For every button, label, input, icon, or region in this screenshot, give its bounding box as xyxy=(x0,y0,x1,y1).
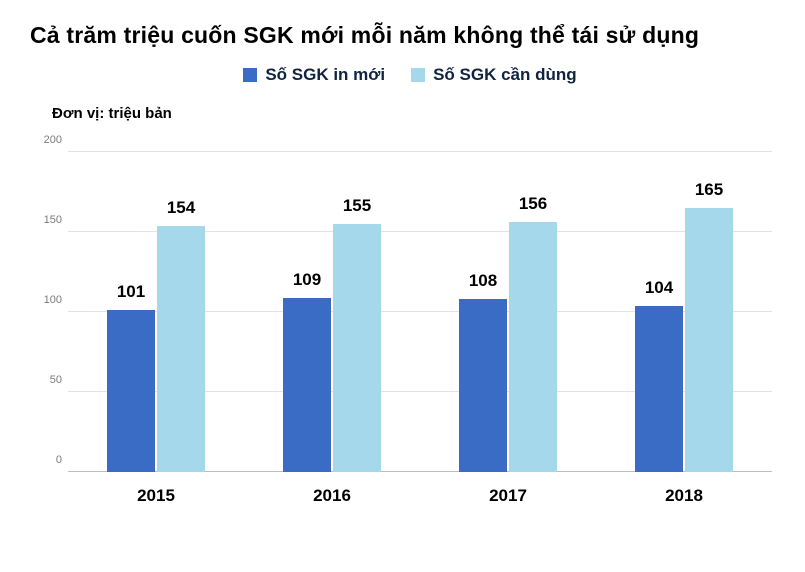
y-axis-tick-label: 0 xyxy=(55,454,62,466)
y-axis-tick-label: 50 xyxy=(49,374,62,386)
gridline xyxy=(68,471,772,472)
bar-value-label: 101 xyxy=(116,282,146,302)
bar-value-label: 109 xyxy=(292,269,322,289)
legend-label: Số SGK in mới xyxy=(265,65,386,84)
grouped-bar-chart: 0 50 100 150 200 101 154 109 155 108 156 104 165 201… xyxy=(30,134,790,506)
bar-value-label: 155 xyxy=(342,196,372,215)
legend-label: Số SGK cần dùng xyxy=(433,65,577,84)
gridline xyxy=(68,391,772,392)
bar xyxy=(685,208,733,472)
gridline xyxy=(68,311,772,312)
y-axis-tick-label: 100 xyxy=(43,294,62,306)
unit-label: Đơn vị: triệu bản xyxy=(52,105,172,122)
x-axis-labels: 2015 2016 2017 2018 xyxy=(68,486,772,506)
bar-value-label: 165 xyxy=(694,180,724,199)
legend-item: Số SGK cần dùng xyxy=(411,65,577,85)
bar xyxy=(333,224,381,472)
bar xyxy=(459,299,507,472)
chart-title: Cả trăm triệu cuốn SGK mới mỗi năm không… xyxy=(30,22,700,48)
x-axis-category-label: 2018 xyxy=(665,486,703,505)
legend: Số SGK in mới Số SGK cần dùng xyxy=(30,65,790,85)
bar-value-label: 108 xyxy=(468,271,498,291)
legend-item: Số SGK in mới xyxy=(243,65,385,85)
x-axis-category-label: 2015 xyxy=(137,486,175,505)
bar-value-label: 156 xyxy=(518,194,548,214)
x-axis-category-label: 2017 xyxy=(489,486,527,505)
bar xyxy=(635,305,683,472)
gridline xyxy=(68,151,772,152)
bar-value-label: 104 xyxy=(644,277,674,297)
bar xyxy=(509,222,557,472)
legend-swatch-icon xyxy=(411,68,426,82)
y-axis-tick-label: 200 xyxy=(43,134,62,146)
bar-value-label: 154 xyxy=(166,197,196,217)
x-axis-category-label: 2016 xyxy=(313,486,351,505)
legend-swatch-icon xyxy=(243,68,258,82)
plot-area: 0 50 100 150 200 101 154 109 155 108 156 104 165 xyxy=(44,134,772,472)
bar xyxy=(107,310,155,472)
bar xyxy=(283,297,331,472)
bar xyxy=(157,225,205,472)
y-axis-tick-label: 150 xyxy=(43,214,62,226)
gridline xyxy=(68,231,772,232)
